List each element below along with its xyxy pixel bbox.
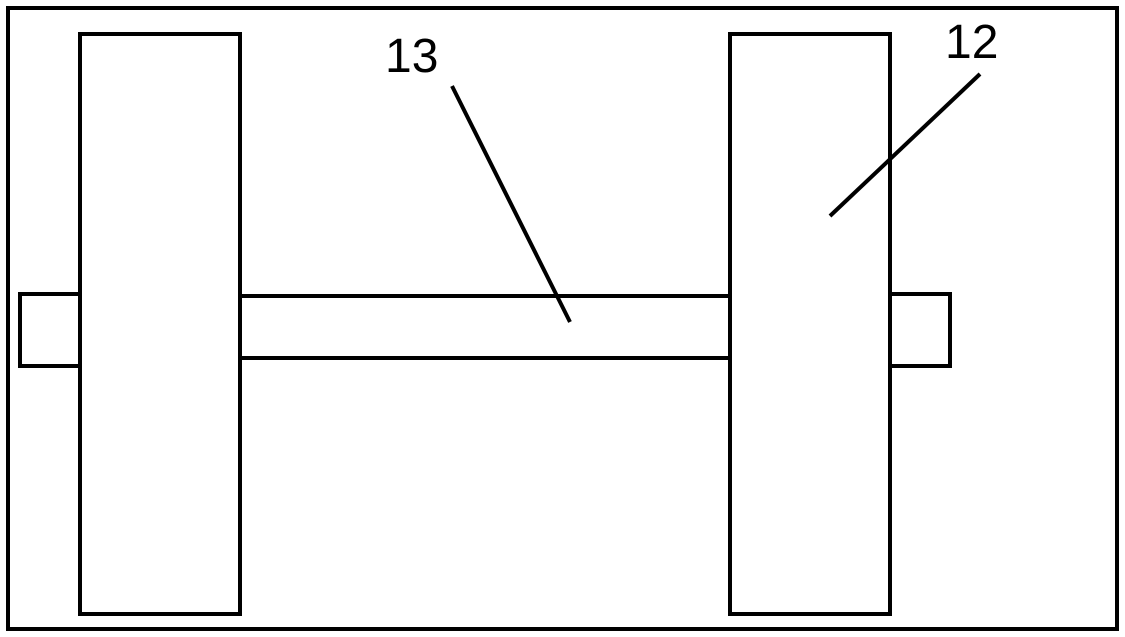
leader-13 xyxy=(452,86,570,322)
right-stub xyxy=(890,294,950,366)
label-12: 12 xyxy=(945,16,998,69)
left-block xyxy=(80,34,240,614)
right-block xyxy=(730,34,890,614)
label-13: 13 xyxy=(385,30,438,83)
left-stub xyxy=(20,294,80,366)
leader-12 xyxy=(830,74,980,216)
axle xyxy=(240,296,730,358)
